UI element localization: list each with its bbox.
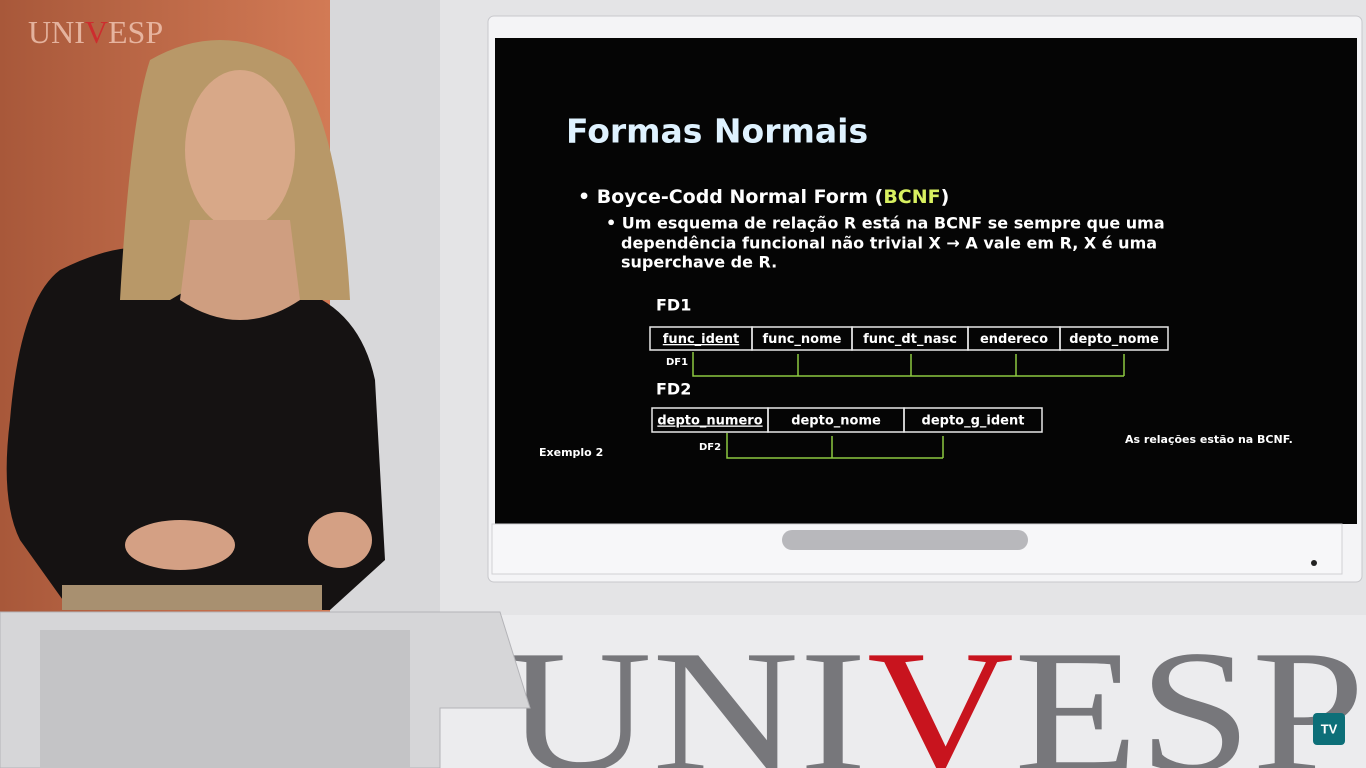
presenter-neck	[180, 220, 300, 320]
column-name: func_dt_nasc	[863, 332, 957, 347]
bullet-part: BCNF	[883, 186, 940, 208]
relation-label: FD1	[656, 296, 691, 315]
example-label: Exemplo 2	[539, 446, 603, 459]
table-cell	[903, 407, 1043, 433]
presenter-face	[185, 70, 295, 230]
logo-part: V	[85, 14, 108, 50]
bullet: • Boyce-Codd Normal Form (BCNF)	[578, 186, 949, 208]
logo-wall: UNI V ESP	[505, 614, 1365, 768]
df1-line	[692, 352, 1124, 377]
column-name: depto_g_ident	[922, 414, 1025, 429]
df2-line	[726, 433, 943, 459]
column-name: func_ident	[663, 332, 739, 347]
logo-part: ESP	[108, 14, 163, 50]
logo-part: ESP	[1014, 614, 1365, 768]
indicator	[1311, 560, 1317, 566]
bullet-part: )	[941, 186, 950, 208]
slide-title: Formas Normais	[566, 112, 868, 151]
slide-area	[495, 38, 1357, 524]
presenter-body	[6, 247, 386, 610]
column-name: func_nome	[763, 332, 842, 347]
table-cell	[1059, 326, 1169, 351]
logo-part: UNI	[28, 14, 85, 50]
podium-front	[40, 630, 410, 768]
tv-badge-text: TV	[1321, 721, 1338, 736]
sub-bullet-line: dependência funcional não trivial X → A …	[621, 234, 1157, 253]
presenter-hand	[308, 512, 372, 568]
dependency-label: DF2	[699, 442, 721, 453]
dependency-lines	[692, 352, 1125, 459]
presenter-hand	[125, 520, 235, 570]
bullet-part: • Boyce-Codd Normal Form (	[578, 186, 883, 208]
dependency-label: DF1	[666, 357, 688, 368]
sub-bullet-line: • Um esquema de relação R está na BCNF s…	[606, 214, 1165, 233]
sub-bullet-line: superchave de R.	[621, 253, 777, 272]
tv-badge	[1313, 713, 1345, 745]
column-name: depto_nome	[791, 414, 881, 429]
logo-part: UNI	[505, 614, 867, 768]
scrollbar	[782, 530, 1028, 550]
belt	[62, 585, 322, 610]
logo-top: UNIVESP	[28, 14, 163, 50]
slide: Formas Normais • Boyce-Codd Normal Form …	[539, 112, 1293, 460]
logo-part: V	[867, 614, 1014, 768]
relation-label: FD2	[656, 380, 691, 399]
column-name: depto_numero	[657, 414, 762, 429]
column-name: depto_nome	[1069, 332, 1159, 347]
conclusion: As relações estão na BCNF.	[1125, 433, 1293, 446]
column-name: endereco	[980, 332, 1048, 347]
